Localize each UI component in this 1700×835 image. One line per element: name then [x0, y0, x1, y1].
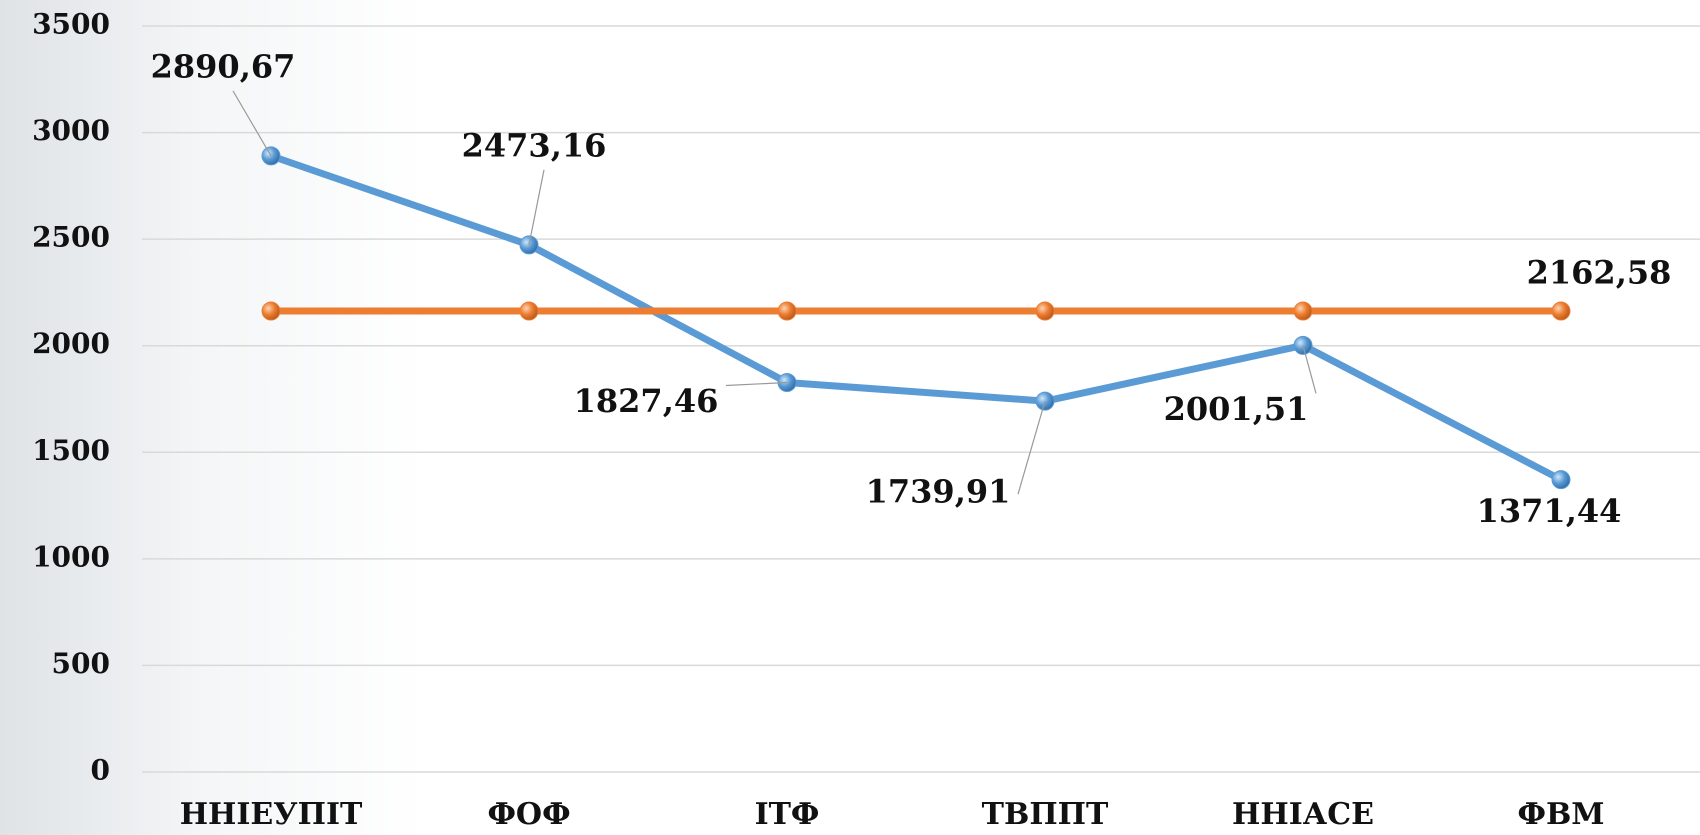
- y-tick-label: 500: [52, 647, 110, 680]
- data-label: 2473,16: [462, 126, 607, 164]
- y-tick-label: 1500: [32, 434, 110, 467]
- x-tick-label: ННІЕУПІТ: [180, 797, 363, 832]
- marker: [1293, 301, 1313, 321]
- leader-line: [232, 90, 272, 157]
- data-label: 1739,91: [866, 473, 1011, 511]
- y-tick-label: 3500: [32, 8, 110, 41]
- y-tick-label: 2000: [32, 327, 110, 360]
- marker: [261, 301, 281, 321]
- data-label: 2890,67: [151, 47, 296, 85]
- x-tick-label: ФОФ: [487, 797, 570, 832]
- data-label: 2162,58: [1527, 254, 1672, 292]
- marker: [519, 301, 539, 321]
- x-tick-label: ТВППТ: [982, 797, 1109, 832]
- y-tick-label: 0: [91, 754, 110, 787]
- x-tick-label: ІТФ: [755, 797, 820, 832]
- y-tick-label: 2500: [32, 221, 110, 254]
- leader-line: [528, 169, 545, 245]
- data-label: 1827,46: [574, 382, 719, 420]
- leader-line: [725, 381, 788, 387]
- leader-line: [1302, 345, 1317, 394]
- leader-line: [1017, 400, 1046, 495]
- marker: [1035, 301, 1055, 321]
- marker: [1551, 470, 1571, 490]
- data-label: 2001,51: [1164, 390, 1309, 428]
- marker: [1551, 301, 1571, 321]
- x-tick-label: ФВМ: [1517, 797, 1604, 832]
- series-line: [269, 152, 1563, 483]
- data-label: 1371,44: [1477, 492, 1622, 530]
- y-tick-label: 3000: [32, 114, 110, 147]
- marker: [777, 301, 797, 321]
- x-tick-label: ННІАСЕ: [1232, 797, 1374, 832]
- y-tick-label: 1000: [32, 540, 110, 573]
